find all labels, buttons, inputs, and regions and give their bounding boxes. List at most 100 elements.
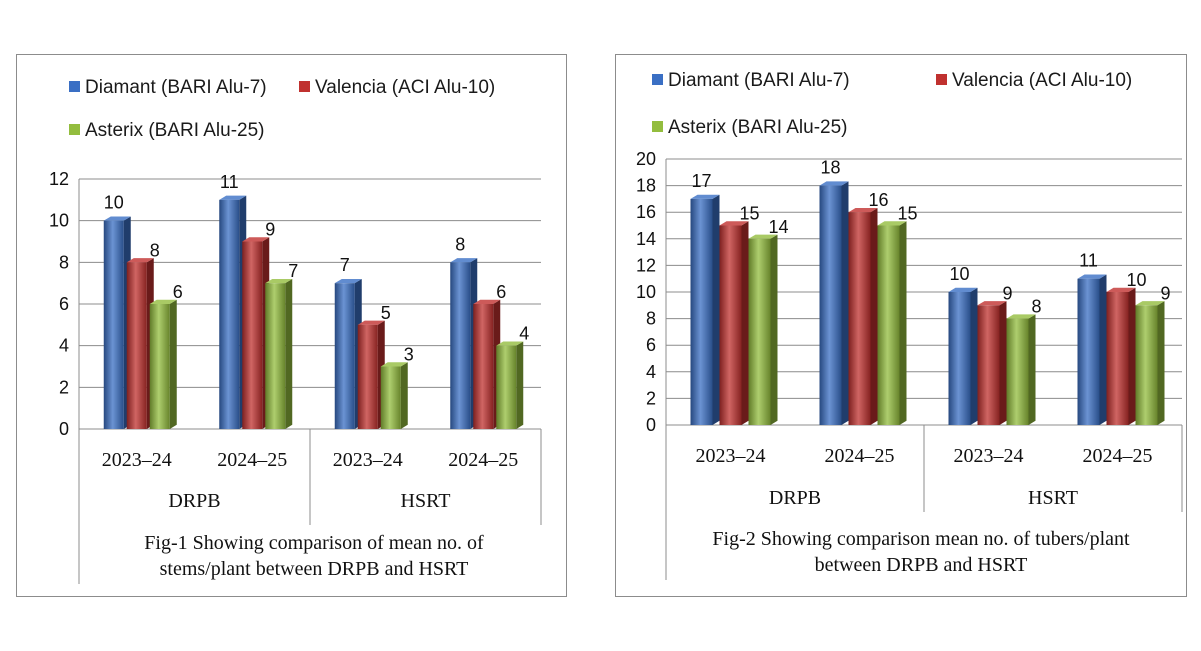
bar-valencia [126, 262, 147, 429]
legend-item-valencia: Valencia (ACI Alu-10) [299, 77, 495, 99]
data-label: 11 [1079, 251, 1098, 271]
data-label: 7 [340, 255, 350, 275]
bar-valencia [473, 304, 494, 429]
bar-valencia [719, 225, 742, 425]
bar-top-diamant [103, 216, 131, 221]
bar-top-diamant [1077, 274, 1107, 279]
y-tick-label: 0 [646, 415, 656, 435]
data-label: 10 [1126, 270, 1146, 290]
bar-diamant [334, 283, 355, 429]
bar-top-valencia [719, 221, 749, 226]
legend-swatch-asterix [652, 121, 663, 132]
x-category-label: 2024–25 [448, 449, 518, 471]
x-group-label: DRPB [769, 487, 821, 509]
x-group-label: DRPB [168, 490, 220, 512]
x-category-label: 2023–24 [333, 449, 403, 471]
legend-label: Valencia (ACI Alu-10) [952, 70, 1133, 91]
bar-top-valencia [357, 320, 385, 325]
data-label: 10 [104, 193, 124, 213]
legend-item-diamant: Diamant (BARI Alu-7) [69, 77, 267, 99]
bar-side-asterix [770, 234, 778, 425]
bar-top-valencia [1106, 287, 1136, 292]
x-category-label: 2024–25 [1083, 445, 1153, 467]
bar-side-asterix [1157, 301, 1165, 425]
bar-top-valencia [126, 258, 154, 263]
bar-diamant [690, 198, 713, 425]
bar-diamant [1077, 278, 1100, 425]
data-label: 8 [455, 234, 465, 254]
data-label: 8 [1031, 297, 1041, 317]
y-tick-label: 6 [59, 294, 69, 314]
legend-label: Diamant (BARI Alu-7) [668, 70, 850, 91]
figure-caption-2: Fig-2 Showing comparison mean no. of tub… [656, 526, 1186, 578]
bar-asterix [877, 225, 900, 425]
bar-side-diamant [970, 287, 978, 425]
bar-side-asterix [516, 341, 524, 429]
y-tick-label: 6 [646, 335, 656, 355]
bar-side-diamant [712, 194, 720, 425]
legend-swatch-valencia [936, 74, 947, 85]
data-label: 9 [1160, 283, 1170, 303]
bar-top-diamant [334, 278, 362, 284]
chart-panel-stems: Diamant (BARI Alu-7) Valencia (ACI Alu-1… [16, 54, 567, 597]
chart-stems-svg: 0 2 4 6 8 10 12 10 8 6 2023–24 11 9 7 2024–25 7 5 3 2023–2… [49, 169, 542, 584]
legend-label: Diamant (BARI Alu-7) [85, 77, 267, 98]
caption-line: Fig-2 Showing comparison mean no. of tub… [712, 528, 1130, 550]
bar-asterix [149, 304, 170, 429]
bar-top-valencia [977, 301, 1007, 306]
bar-valencia [1106, 292, 1129, 425]
legend-label: Asterix (BARI Alu-25) [668, 117, 848, 138]
bar-asterix [1006, 318, 1029, 425]
y-tick-label: 8 [646, 309, 656, 329]
y-tick-label: 12 [49, 169, 69, 189]
y-tick-label: 10 [49, 211, 69, 231]
bar-top-asterix [265, 278, 293, 284]
x-category-label: 2023–24 [954, 445, 1024, 467]
bar-valencia [977, 305, 1000, 425]
bar-side-asterix [285, 278, 293, 429]
y-tick-label: 0 [59, 419, 69, 439]
data-label: 15 [897, 204, 917, 224]
bar-top-valencia [242, 237, 270, 242]
data-label: 10 [949, 264, 969, 284]
x-category-label: 2024–25 [825, 445, 895, 467]
bar-side-asterix [400, 362, 408, 429]
bar-asterix [265, 283, 286, 429]
bar-side-asterix [899, 221, 907, 425]
y-tick-label: 2 [646, 388, 656, 408]
bar-top-diamant [948, 287, 978, 292]
legend-label: Valencia (ACI Alu-10) [315, 77, 496, 98]
bar-top-asterix [380, 362, 408, 367]
legend-item-valencia: Valencia (ACI Alu-10) [936, 70, 1132, 92]
y-tick-label: 2 [59, 377, 69, 397]
bar-top-diamant [219, 195, 247, 200]
bar-asterix [1135, 305, 1158, 425]
data-label: 15 [739, 204, 759, 224]
bar-top-asterix [1006, 314, 1036, 319]
x-category-label: 2023–24 [102, 449, 172, 471]
bar-top-diamant [450, 258, 478, 263]
data-label: 11 [220, 172, 239, 192]
y-tick-label: 4 [646, 362, 656, 382]
data-label: 9 [1002, 283, 1012, 303]
data-label: 3 [404, 345, 414, 365]
caption-line: Fig-1 Showing comparison of mean no. of [144, 532, 484, 554]
bar-asterix [496, 345, 517, 429]
chart-panel-tubers: Diamant (BARI Alu-7) Valencia (ACI Alu-1… [615, 54, 1187, 597]
legend-swatch-diamant [69, 81, 80, 92]
y-tick-label: 14 [636, 229, 656, 249]
bar-top-asterix [1135, 301, 1165, 306]
data-label: 14 [768, 217, 788, 237]
data-label: 18 [820, 158, 840, 178]
y-tick-label: 16 [636, 202, 656, 222]
data-label: 5 [381, 303, 391, 323]
bar-valencia [242, 241, 263, 429]
bar-side-diamant [1099, 274, 1107, 425]
bar-side-valencia [870, 208, 878, 425]
y-tick-label: 10 [636, 282, 656, 302]
bar-top-asterix [877, 221, 907, 226]
caption-line: stems/plant between DRPB and HSRT [159, 558, 469, 580]
bar-top-asterix [149, 299, 177, 304]
y-tick-label: 8 [59, 252, 69, 272]
data-label: 6 [173, 282, 183, 302]
